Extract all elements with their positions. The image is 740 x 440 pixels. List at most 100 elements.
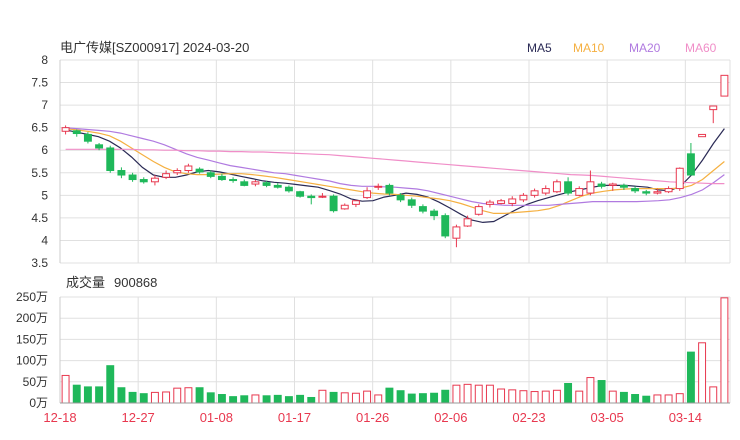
candle [240, 179, 249, 187]
volume-bar [463, 383, 472, 404]
candle [273, 183, 282, 189]
candle [497, 198, 506, 205]
candle-body [608, 183, 617, 186]
volume-bar [407, 393, 416, 404]
price-tick-label: 4 [41, 233, 48, 247]
date-tick-label: 01-26 [356, 410, 389, 425]
candle [307, 194, 316, 205]
volume-bar [497, 388, 506, 404]
candle [251, 179, 260, 187]
candle [597, 181, 606, 189]
candle [206, 170, 215, 179]
candle-body [474, 206, 483, 215]
candle-body [508, 198, 517, 204]
candle-body [664, 188, 673, 193]
candle-body [206, 172, 215, 177]
price-tick-label: 7.5 [31, 76, 48, 90]
ma-line-ma60 [65, 148, 725, 185]
candle-body [307, 195, 316, 199]
volume-tick-label: 250万 [16, 290, 48, 304]
candle [519, 193, 528, 203]
price-tick-label: 3.5 [31, 256, 48, 270]
volume-bar [653, 394, 662, 404]
candle-body [117, 170, 126, 176]
price-tick-label: 8 [41, 53, 48, 67]
volume-bar [173, 387, 182, 404]
volume-bar [262, 395, 271, 404]
candle [162, 170, 171, 180]
candle-body [340, 204, 349, 210]
candle-body [597, 183, 606, 187]
candle [530, 188, 539, 198]
candle-body [552, 181, 561, 193]
volume-bar [430, 392, 439, 404]
volume-bar [329, 391, 338, 404]
volume-bar [296, 394, 305, 404]
candle-body [329, 195, 338, 212]
volume-bar [396, 390, 405, 404]
candle [686, 143, 695, 176]
candle [552, 179, 561, 194]
candle-body [418, 206, 427, 212]
volume-tick-label: 0万 [29, 396, 48, 410]
volume-bar [698, 342, 707, 404]
candle-body [497, 200, 506, 204]
volume-bar [162, 391, 171, 404]
candle [396, 193, 405, 203]
volume-bar [374, 394, 383, 404]
candle [675, 167, 684, 191]
candle [83, 132, 92, 144]
volume-bar [631, 394, 640, 404]
legend-ma60: MA60 [685, 41, 717, 55]
volume-bar [530, 391, 539, 404]
volume-bar [340, 392, 349, 404]
candle [385, 183, 394, 196]
candle [262, 180, 271, 188]
candle-body [318, 195, 327, 198]
candle-body [530, 190, 539, 196]
volume-bar [72, 384, 81, 404]
legend-ma20: MA20 [629, 41, 661, 55]
date-tick-label: 12-18 [43, 410, 76, 425]
candle [698, 133, 707, 138]
volume-bar [61, 374, 70, 404]
volume-bar [452, 384, 461, 404]
candle [329, 194, 338, 213]
candlesticks [61, 74, 729, 248]
price-tick-label: 6 [41, 143, 48, 157]
candle-body [385, 184, 394, 194]
volume-bar [608, 390, 617, 404]
volume-bar [541, 390, 550, 404]
volume-label-prefix: 成交量 [66, 275, 105, 290]
candle [452, 224, 461, 248]
candle [128, 172, 137, 182]
candle [95, 143, 104, 151]
volume-bar [95, 386, 104, 404]
candle [664, 186, 673, 194]
volume-bar [586, 377, 595, 404]
candle-body [150, 177, 159, 183]
volume-bar [206, 392, 215, 404]
volume-bar [217, 394, 226, 404]
candle-body [564, 181, 573, 194]
candle-body [251, 181, 260, 185]
candle-body [441, 215, 450, 237]
candle-body [83, 133, 92, 142]
candle-body [642, 191, 651, 194]
candle-body [698, 133, 707, 138]
volume-grid [59, 296, 731, 404]
candle [318, 193, 327, 199]
candle-body [675, 167, 684, 190]
date-tick-label: 01-08 [200, 410, 233, 425]
volume-bar [418, 393, 427, 404]
candle [374, 183, 383, 190]
candle-body [374, 185, 383, 188]
candle-body [463, 218, 472, 227]
candle-body [619, 184, 628, 188]
candle [720, 74, 729, 97]
candle [195, 167, 204, 174]
candle-body [284, 186, 293, 192]
candle-body [653, 191, 662, 194]
candle-body [173, 170, 182, 174]
